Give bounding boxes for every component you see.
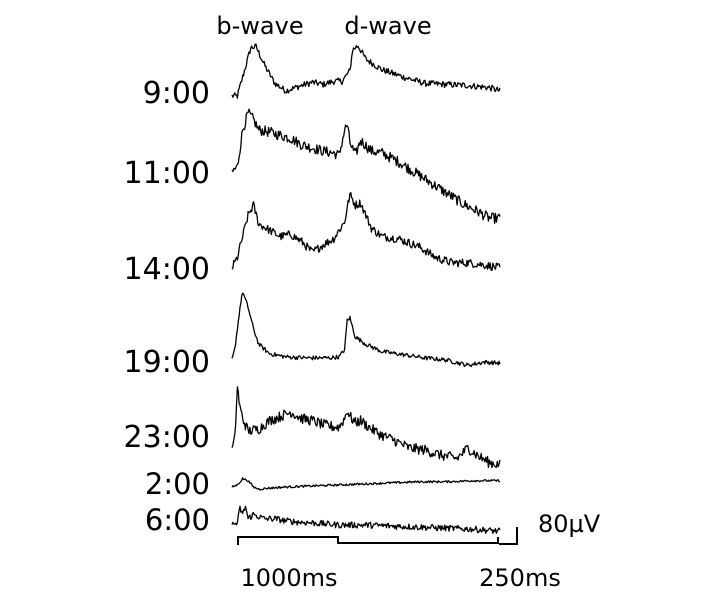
d-wave-label: d-wave [344,12,431,40]
scale-bar [499,527,518,545]
time-label-1000ms: 1000ms [241,564,338,592]
time-of-day-label: 23:00 [124,420,210,455]
erg-trace [231,292,501,368]
time-of-day-label: 9:00 [143,76,210,111]
time-of-day-label: 6:00 [145,503,210,537]
time-of-day-label: 2:00 [145,467,210,501]
time-of-day-label: 19:00 [124,345,210,380]
erg-trace [231,505,501,534]
erg-trace [231,477,501,491]
erg-trace [231,386,501,469]
b-wave-label: b-wave [216,12,303,40]
time-of-day-label: 14:00 [124,252,210,287]
erg-trace [231,108,501,224]
erg-trace [231,43,501,99]
time-of-day-label: 11:00 [124,156,210,191]
time-label-250ms: 250ms [479,564,561,592]
scale-bar-label: 80µV [538,510,601,538]
stimulus-timing-bar [237,536,499,545]
erg-trace [231,191,501,271]
